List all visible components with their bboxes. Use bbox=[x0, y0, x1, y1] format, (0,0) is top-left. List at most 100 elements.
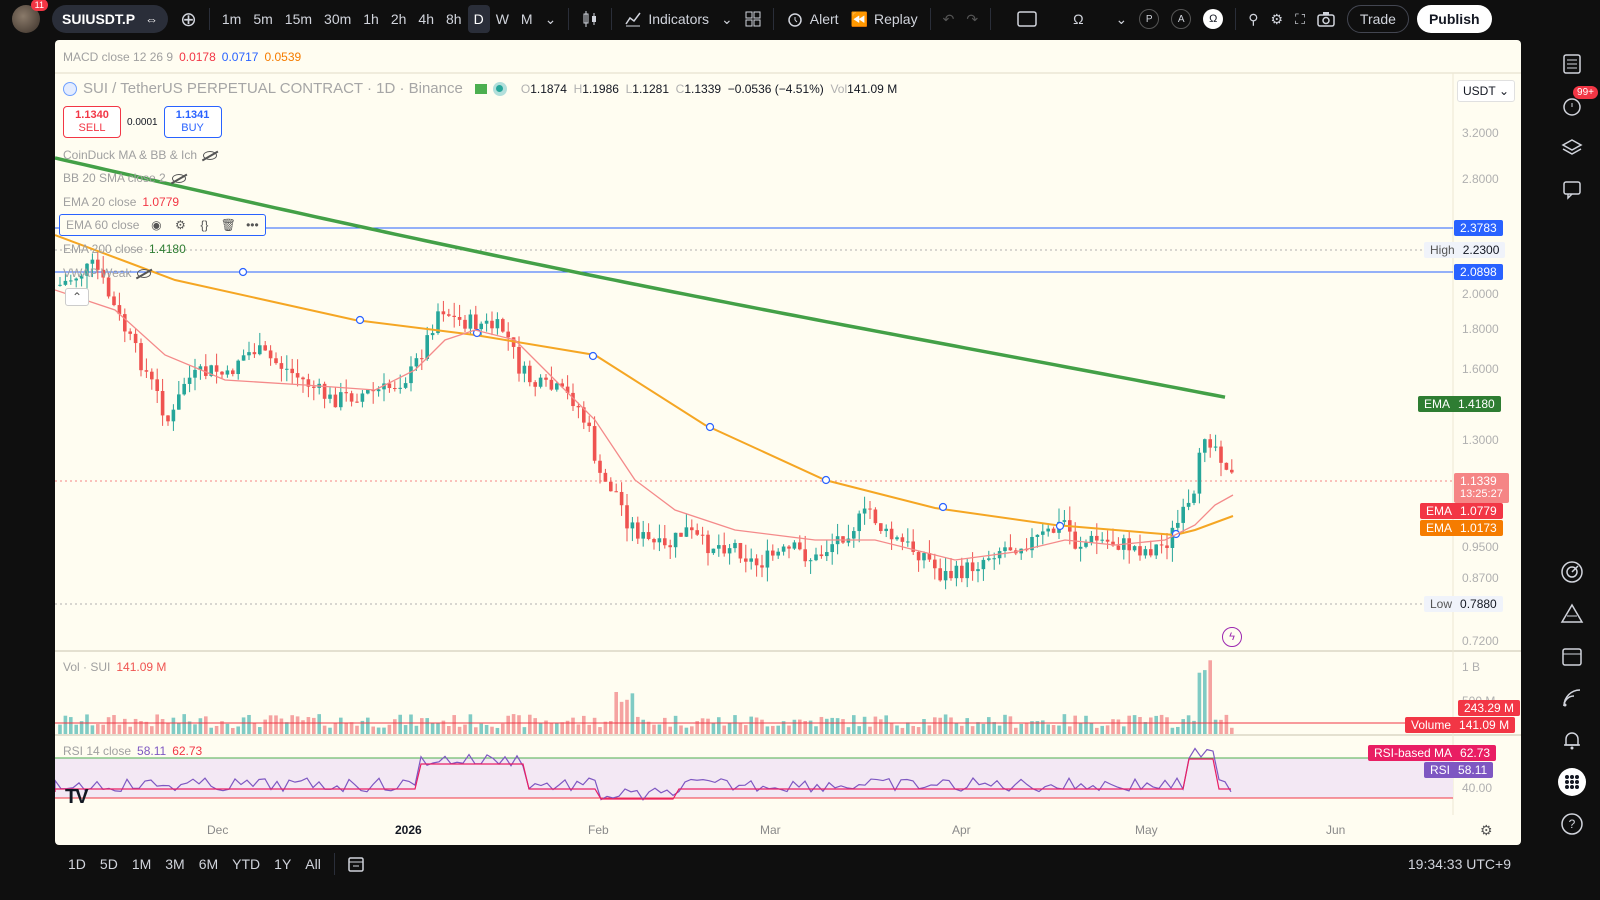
interval-8h-button[interactable]: 8h bbox=[446, 11, 462, 27]
indicator-legend-ema20[interactable]: EMA 20 close 1.0779 bbox=[63, 195, 180, 209]
more-icon[interactable]: ••• bbox=[246, 218, 259, 232]
range-5d-button[interactable]: 5D bbox=[99, 856, 118, 872]
indicators-button[interactable]: Indicators bbox=[618, 5, 715, 33]
apps-grid-icon[interactable] bbox=[1556, 766, 1588, 798]
volume-bar bbox=[1219, 719, 1223, 734]
interval-15m-button[interactable]: 15m bbox=[284, 11, 313, 27]
candle-body bbox=[1030, 536, 1034, 551]
sell-button[interactable]: 1.1340 SELL bbox=[63, 106, 121, 138]
hidden-eye-icon[interactable] bbox=[171, 173, 186, 183]
range-6m-button[interactable]: 6M bbox=[198, 856, 219, 872]
help-icon[interactable]: ? bbox=[1556, 808, 1588, 840]
ema200-line bbox=[55, 156, 1226, 399]
rsi-legend[interactable]: RSI 14 close 58.11 62.73 bbox=[63, 744, 203, 758]
user-a-icon[interactable]: A bbox=[1165, 5, 1197, 33]
volume-bar bbox=[252, 722, 257, 734]
indicator-legend-ema200[interactable]: EMA 200 close 1.4180 bbox=[63, 242, 186, 256]
omega-button[interactable]: Ω bbox=[1073, 11, 1084, 27]
alert-button[interactable]: Alert bbox=[780, 5, 845, 33]
watchlist-icon[interactable] bbox=[1556, 48, 1588, 80]
chart-panel[interactable]: MACD close 12 26 9 0.0178 0.0717 0.0539 … bbox=[55, 40, 1521, 845]
camera-icon[interactable] bbox=[1311, 5, 1341, 33]
date-range-icon[interactable] bbox=[341, 850, 371, 878]
gear-icon[interactable]: ⚙ bbox=[1270, 10, 1284, 27]
chevron-down-icon[interactable]: ⌄ bbox=[1115, 10, 1128, 27]
volume-bar bbox=[646, 721, 651, 734]
lightning-icon[interactable]: ϟ bbox=[1222, 627, 1242, 647]
layout-grid-icon[interactable] bbox=[739, 5, 767, 33]
range-1d-button[interactable]: 1D bbox=[68, 856, 86, 872]
user-p-icon[interactable]: P bbox=[1133, 5, 1165, 33]
candle-body bbox=[501, 319, 505, 332]
quick-search-icon[interactable]: ⚲ bbox=[1248, 10, 1259, 27]
add-symbol-button[interactable]: ⊕ bbox=[180, 8, 197, 31]
interval-2h-button[interactable]: 2h bbox=[390, 11, 407, 27]
publish-button[interactable]: Publish bbox=[1416, 5, 1492, 33]
chevron-down-icon[interactable]: ⌄ bbox=[721, 10, 733, 27]
range-1m-button[interactable]: 1M bbox=[131, 856, 152, 872]
hidden-eye-icon[interactable] bbox=[203, 150, 218, 160]
interval-1m-button[interactable]: 1m bbox=[221, 11, 242, 27]
interval-w-button[interactable]: W bbox=[495, 11, 509, 27]
interval-30m-button[interactable]: 30m bbox=[324, 11, 352, 27]
indicator-legend-vwap[interactable]: VWAP Weak bbox=[63, 266, 152, 280]
interval-4h-button[interactable]: 4h bbox=[418, 11, 434, 27]
candle-body bbox=[490, 320, 494, 329]
compare-icon[interactable]: ⇔ bbox=[145, 11, 159, 27]
trade-button[interactable]: Trade bbox=[1346, 5, 1409, 33]
interval-m-button[interactable]: M bbox=[520, 11, 533, 27]
fullscreen-icon[interactable]: ⛶ bbox=[1295, 10, 1305, 27]
buy-button[interactable]: 1.1341 BUY bbox=[163, 106, 222, 138]
volume-bar bbox=[582, 715, 586, 734]
chevron-down-icon[interactable]: ⌄ bbox=[544, 10, 557, 27]
candle-body bbox=[738, 542, 743, 559]
candle-body bbox=[787, 546, 791, 549]
replay-button[interactable]: ⏪ Replay bbox=[845, 5, 924, 33]
range-all-button[interactable]: All bbox=[305, 856, 321, 872]
macd-legend[interactable]: MACD close 12 26 9 0.0178 0.0717 0.0539 bbox=[63, 50, 301, 64]
ideas-icon[interactable] bbox=[1556, 598, 1588, 630]
candles-icon[interactable] bbox=[575, 5, 605, 33]
trash-icon[interactable]: 🗑 bbox=[220, 218, 236, 232]
symbol-search-button[interactable]: SUIUSDT.P ⇔ bbox=[52, 5, 169, 33]
candle-body bbox=[792, 542, 797, 549]
streams-icon[interactable] bbox=[1556, 682, 1588, 714]
interval-5m-button[interactable]: 5m bbox=[253, 11, 273, 27]
chat-icon[interactable] bbox=[1556, 174, 1588, 206]
target-icon[interactable] bbox=[1556, 556, 1588, 588]
candle-body bbox=[209, 365, 213, 376]
eye-icon[interactable]: ◉ bbox=[151, 218, 162, 232]
collapse-legend-button[interactable]: ⌃ bbox=[65, 288, 89, 306]
volume-bar bbox=[1095, 727, 1099, 734]
symbol-title-row[interactable]: SUI / TetherUS PERPETUAL CONTRACT · 1D ·… bbox=[63, 80, 897, 97]
price-chart[interactable] bbox=[55, 40, 1521, 845]
interval-d-button[interactable]: D bbox=[467, 5, 490, 33]
indicator-legend-ema60[interactable]: EMA 60 close ◉ ⚙ {} 🗑 ••• bbox=[59, 214, 267, 236]
settings-icon[interactable]: ⚙ bbox=[174, 218, 186, 232]
range-ytd-button[interactable]: YTD bbox=[232, 856, 261, 872]
bell-icon[interactable] bbox=[1556, 724, 1588, 756]
volume-bar bbox=[906, 722, 910, 734]
source-code-icon[interactable]: {} bbox=[200, 218, 209, 232]
redo-icon[interactable]: ↷ bbox=[966, 10, 979, 27]
range-1y-button[interactable]: 1Y bbox=[274, 856, 292, 872]
hidden-eye-icon[interactable] bbox=[137, 268, 152, 278]
user-omega-icon[interactable]: Ω bbox=[1197, 5, 1229, 33]
interval-1h-button[interactable]: 1h bbox=[363, 11, 379, 27]
indicator-legend-coinduck[interactable]: CoinDuck MA & BB & Ich bbox=[63, 148, 218, 162]
utc-clock[interactable]: 19:34:33 UTC+9 bbox=[1407, 856, 1511, 872]
undo-icon[interactable]: ↶ bbox=[942, 10, 955, 27]
volume-legend[interactable]: Vol · SUI 141.09 M bbox=[63, 660, 167, 674]
time-axis-label: Apr bbox=[952, 823, 971, 837]
currency-select[interactable]: USDT ⌄ bbox=[1457, 80, 1515, 102]
indicator-legend-bb[interactable]: BB 20 SMA close 2 bbox=[63, 171, 186, 185]
calendar-icon[interactable] bbox=[1556, 640, 1588, 672]
candle-body bbox=[247, 352, 251, 356]
layers-icon[interactable] bbox=[1556, 132, 1588, 164]
avatar[interactable]: 11 bbox=[12, 0, 48, 33]
volume-bar bbox=[1084, 715, 1088, 734]
range-3m-button[interactable]: 3M bbox=[165, 856, 185, 872]
gear-icon[interactable]: ⚙ bbox=[1480, 822, 1493, 838]
layout-icon[interactable] bbox=[1011, 5, 1043, 33]
alerts-clock-icon[interactable]: 99+ bbox=[1556, 86, 1598, 122]
